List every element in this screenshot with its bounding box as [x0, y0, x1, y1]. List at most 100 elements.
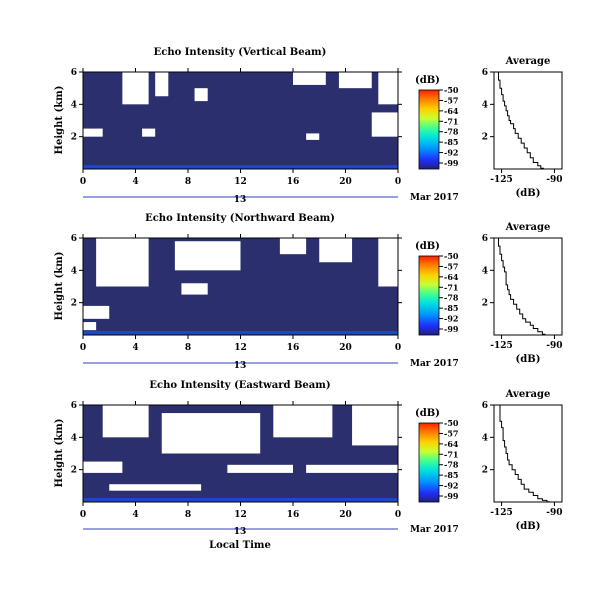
y-ticks: 6 4 2 — [71, 401, 402, 476]
y-tick-label: 2 — [71, 299, 77, 309]
colorbar-tick-label: -64 — [444, 272, 459, 282]
avg-profile-line — [499, 405, 550, 503]
white-patch — [102, 405, 149, 438]
white-patches — [83, 238, 398, 331]
white-patch — [306, 133, 320, 140]
y-tick-label: 6 — [71, 401, 77, 411]
avg-title: Average — [505, 389, 551, 400]
white-patches — [83, 72, 398, 140]
colorbar-ticks: -50-57-64-71-78-85-92-99 — [439, 418, 459, 501]
colorbar-tick-label: -57 — [444, 261, 458, 271]
y-tick-label: 6 — [71, 234, 77, 244]
white-patch — [83, 322, 97, 331]
avg-x-tick-label: -125 — [490, 341, 513, 351]
y-tick-label: 4 — [71, 266, 77, 276]
colorbar-tick-label: -50 — [444, 251, 459, 261]
colorbar-tick-label: -50 — [444, 418, 459, 428]
y-axis-label: Height (km) — [54, 86, 65, 155]
x-ticks: 0 4 8 12 16 20 0 — [80, 68, 401, 187]
avg-x-tick-label: -90 — [546, 175, 562, 185]
surface-band — [83, 331, 398, 335]
x-tick-label: 8 — [185, 510, 191, 520]
x-tick-label: 12 — [234, 177, 247, 187]
day-label: 13 — [234, 527, 247, 537]
x-tick-label: 16 — [287, 343, 300, 353]
colorbar-tick-label: -64 — [444, 439, 459, 449]
panel-northward: Echo Intensity (Northward Beam) 6 4 2 0 4 8 1… — [54, 213, 563, 371]
date-label: Mar 2017 — [410, 193, 459, 203]
colorbar-tick-label: -92 — [444, 314, 458, 324]
avg-y-ticks: 6 4 2 — [482, 68, 494, 143]
white-patch — [293, 72, 326, 85]
avg-y-tick-label: 4 — [482, 266, 488, 276]
x-tick-label: 4 — [132, 343, 138, 353]
white-patch — [194, 88, 208, 102]
x-tick-label: 4 — [132, 510, 138, 520]
colorbar-ticks: -50-57-64-71-78-85-92-99 — [439, 251, 459, 334]
avg-title: Average — [505, 56, 551, 67]
x-tick-label: 0 — [395, 510, 401, 520]
colorbar-tick-label: -78 — [444, 127, 459, 137]
colorbar-tick-label: -71 — [444, 449, 458, 459]
panel-eastward: Echo Intensity (Eastward Beam) 6 4 2 0 4 8 12… — [54, 380, 563, 537]
white-patch — [83, 461, 123, 473]
x-tick-label: 12 — [234, 510, 247, 520]
avg-x-tick-label: -125 — [490, 175, 513, 185]
x-tick-label: 20 — [339, 177, 352, 187]
colorbar-tick-label: -99 — [444, 158, 459, 168]
x-tick-label: 0 — [80, 177, 86, 187]
y-tick-label: 6 — [71, 68, 77, 78]
x-tick-label: 12 — [234, 343, 247, 353]
white-patch — [338, 72, 372, 89]
date-label: Mar 2017 — [410, 359, 459, 369]
x-tick-label: 0 — [395, 177, 401, 187]
y-ticks: 6 4 2 — [71, 68, 402, 143]
surface-band — [83, 165, 398, 169]
white-patch — [96, 238, 149, 287]
avg-frame — [493, 71, 563, 170]
colorbar-tick-label: -57 — [444, 95, 458, 105]
white-patch — [306, 464, 398, 473]
colorbar-tick-label: -92 — [444, 481, 458, 491]
x-ticks: 0 4 8 12 16 20 0 — [80, 401, 401, 520]
colorbar-tick-label: -85 — [444, 303, 458, 313]
white-patch — [122, 72, 149, 105]
white-patch — [279, 238, 307, 255]
avg-frame — [493, 404, 563, 503]
panel-title: Echo Intensity (Vertical Beam) — [154, 47, 327, 58]
colorbar — [418, 89, 440, 170]
colorbar — [418, 422, 440, 503]
white-patch — [371, 112, 398, 137]
avg-y-tick-label: 2 — [482, 133, 488, 143]
avg-x-tick-label: -90 — [546, 341, 562, 351]
x-tick-label: 0 — [395, 343, 401, 353]
white-patch — [378, 238, 398, 287]
avg-y-tick-label: 4 — [482, 433, 488, 443]
y-tick-label: 2 — [71, 466, 77, 476]
avg-y-ticks: 6 4 2 — [482, 234, 494, 309]
colorbar-tick-label: -64 — [444, 106, 459, 116]
white-patch — [155, 72, 169, 97]
x-tick-label: 0 — [80, 343, 86, 353]
avg-y-tick-label: 6 — [482, 234, 488, 244]
colorbar-unit: (dB) — [415, 75, 440, 86]
white-patch — [352, 405, 398, 446]
avg-y-tick-label: 2 — [482, 466, 488, 476]
y-tick-label: 4 — [71, 433, 77, 443]
white-patch — [142, 128, 156, 137]
colorbar-ticks: -50-57-64-71-78-85-92-99 — [439, 85, 459, 168]
white-patch — [83, 128, 103, 137]
x-tick-label: 4 — [132, 177, 138, 187]
x-axis-label: Local Time — [209, 540, 271, 551]
panel-title: Echo Intensity (Northward Beam) — [145, 213, 335, 224]
avg-xlabel: (dB) — [516, 354, 541, 365]
avg-profile-line — [498, 72, 544, 169]
panel-title: Echo Intensity (Eastward Beam) — [149, 380, 330, 391]
x-tick-label: 20 — [339, 343, 352, 353]
colorbar-tick-label: -57 — [444, 428, 458, 438]
avg-x-ticks: -125 -90 — [490, 502, 563, 518]
colorbar-tick-label: -71 — [444, 116, 458, 126]
white-patch — [83, 305, 110, 319]
white-patch — [174, 241, 241, 271]
